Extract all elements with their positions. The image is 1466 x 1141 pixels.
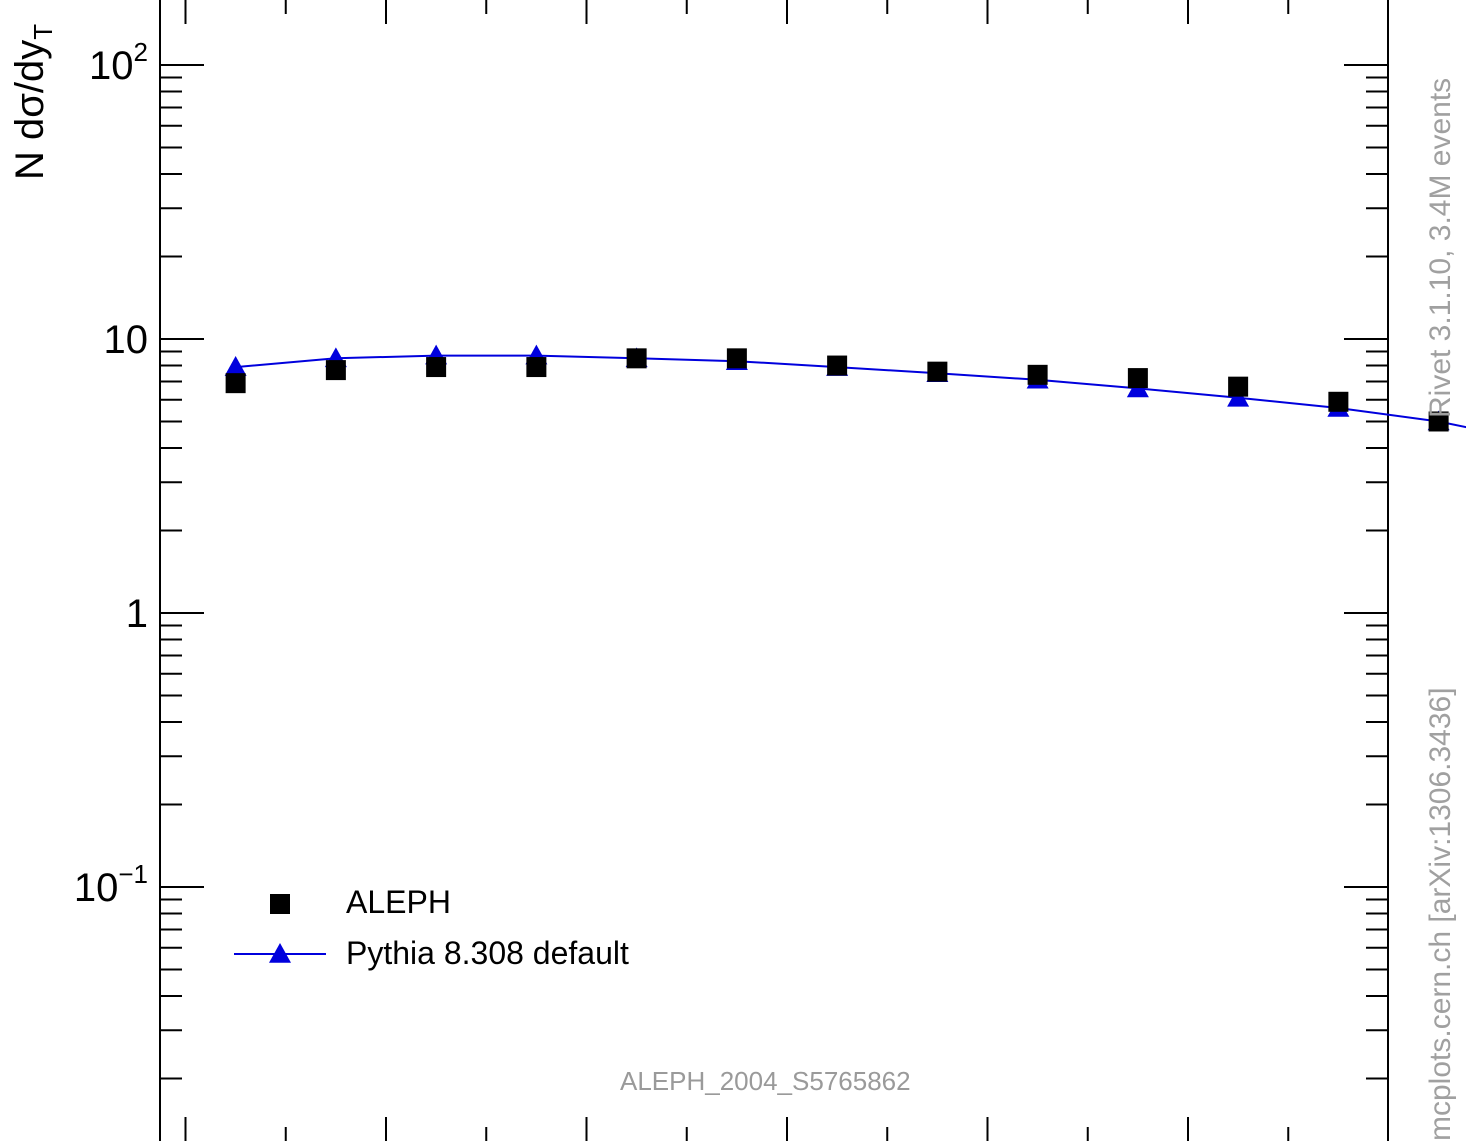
series-line <box>235 354 1466 429</box>
y-tick-label: 1 <box>126 592 148 636</box>
y-tick-label: 10−1 <box>74 859 148 910</box>
data-point <box>827 355 848 376</box>
data-point <box>526 357 547 378</box>
rivet-version-label: Rivet 3.1.10, 3.4M events <box>1424 77 1457 418</box>
legend-marker-pythia <box>269 943 291 963</box>
data-point <box>927 361 948 382</box>
data-point <box>325 360 346 381</box>
data-point <box>726 348 747 369</box>
y-tick-label: 102 <box>89 37 148 88</box>
data-point <box>224 356 247 376</box>
y-tick-label: 10 <box>104 318 149 362</box>
data-point <box>1428 411 1449 432</box>
series-pythia <box>224 344 1466 431</box>
data-point <box>1227 386 1250 407</box>
data-point <box>1027 364 1048 385</box>
mcplots-credit-label: mcplots.cern.ch [arXiv:1306.3436] <box>1424 687 1457 1141</box>
legend-label-pythia: Pythia 8.308 default <box>346 935 629 971</box>
data-point <box>1328 391 1349 412</box>
analysis-id: ALEPH_2004_S5765862 <box>620 1066 911 1096</box>
legend-marker-aleph <box>270 894 290 914</box>
y-axis-label: N dσ/dyT <box>8 23 58 180</box>
data-point <box>426 357 447 378</box>
series-aleph <box>225 348 1449 432</box>
legend-label-aleph: ALEPH <box>346 884 451 920</box>
data-point <box>626 348 647 369</box>
y-tick-labels: 102 10 1 10−1 <box>74 37 148 910</box>
chart-axes <box>159 0 1389 1141</box>
legend <box>234 894 326 963</box>
data-point <box>1228 376 1249 397</box>
data-point <box>1127 368 1148 389</box>
chart-ticks <box>160 0 1388 1141</box>
data-point <box>225 373 246 394</box>
